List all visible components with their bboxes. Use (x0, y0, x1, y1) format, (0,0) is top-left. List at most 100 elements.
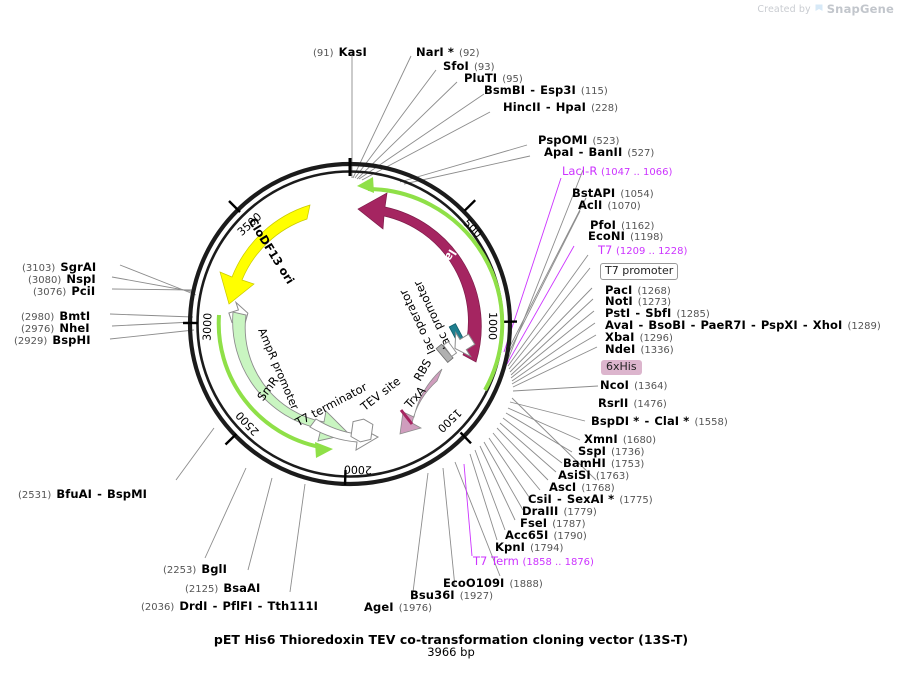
label-laci-r-pos: (1047 .. 1066) (600, 167, 673, 178)
label-hpai-enzyme: HpaI (555, 100, 586, 114)
label-pcii-pos: (3076) (33, 287, 67, 298)
label-pspxi-enzyme: PspXI (760, 318, 798, 332)
label-nspi-pos: (3080) (28, 275, 62, 286)
label-drdi-dash-1: - (212, 599, 218, 613)
label-agei-enzyme: AgeI (364, 600, 394, 614)
label-bsaai-pos: (2125) (185, 584, 219, 595)
label-pspomi-enzyme: PspOMI (538, 133, 588, 147)
label-noti-pos: (1273) (637, 297, 672, 308)
label-psti-pos: (1285) (676, 309, 710, 320)
label-xmni-pos: (1680) (622, 435, 657, 446)
label-noti-enzyme: NotI (605, 294, 633, 308)
label-pcii: (3076) PciI (33, 282, 95, 298)
label-fsei-enzyme: FseI (520, 516, 548, 530)
label-sgrai-pos: (3103) (22, 263, 56, 274)
label-bmti-enzyme: BmtI (59, 309, 91, 323)
label-paer7i-enzyme: PaeR7I (700, 318, 746, 332)
label-asci-pos: (1768) (581, 483, 615, 494)
label-bamhi-pos: (1753) (611, 459, 645, 470)
label-bfuai-dash: - (97, 487, 102, 501)
label-nhei: (2976) NheI (21, 319, 90, 335)
label-rsrii-enzyme: RsrII (598, 396, 629, 410)
label-sgrai: (3103) SgrAI (22, 258, 96, 274)
label-econi-enzyme: EcoNI (588, 229, 625, 243)
label-pfoi: PfoI (1162) (590, 216, 654, 232)
label-psti: PstI - SbfI (1285) (605, 304, 710, 320)
label-fsei-pos: (1787) (552, 519, 586, 530)
label-asci: AscI (1768) (549, 478, 615, 494)
label-bspdi-enzyme: BspDI * (591, 414, 640, 428)
label-psti-dash: - (635, 306, 641, 320)
label-ndei-enzyme: NdeI (605, 342, 636, 356)
label-csii-enzyme: CsiI (528, 492, 552, 506)
label-kpni-enzyme: KpnI (495, 540, 526, 554)
label-sexai-enzyme: SexAI * (566, 492, 615, 506)
label-nari: NarI * (92) (416, 43, 480, 59)
label-t7-name: T7 (598, 243, 613, 257)
label-ndei: NdeI (1336) (605, 340, 674, 356)
label-bgli: (2253) BglI (163, 560, 227, 576)
label-nhei-enzyme: NheI (59, 321, 90, 335)
label-agei: AgeI (1976) (364, 598, 432, 614)
label-xhoi-enzyme: XhoI (812, 318, 843, 332)
feature-clodf13-ori: CloDF13 ori (219, 204, 311, 305)
label-nari-pos: (92) (459, 48, 480, 59)
label-rsrii-pos: (1476) (633, 399, 667, 410)
feature-label-trxa: TrxA (401, 383, 429, 411)
label-econi-pos: (1198) (630, 232, 664, 243)
label-aclii-enzyme: AclI (578, 198, 603, 212)
label-agei-pos: (1976) (398, 603, 432, 614)
label-bgli-enzyme: BglI (201, 562, 227, 576)
label-drdi-dash-2: - (257, 599, 263, 613)
label-draiii: DraIII (1779) (522, 502, 597, 518)
label-hincii-dash: - (545, 100, 551, 114)
label-sspi-enzyme: SspI (578, 444, 607, 458)
label-avai-enzyme: AvaI (605, 318, 634, 332)
label-xbai: XbaI (1296) (605, 328, 673, 344)
label-sspi: SspI (1736) (578, 442, 644, 458)
label-paci: PacI (1268) (605, 281, 671, 297)
label-sfoi-pos: (93) (473, 62, 495, 73)
label-asisi-enzyme: AsiSI (558, 468, 591, 482)
label-xmni: XmnI (1680) (584, 430, 656, 446)
label-apai-pos: (527) (627, 148, 655, 159)
label-bsmbi-enzyme: BsmBI (484, 83, 526, 97)
label-xbai-enzyme: XbaI (605, 330, 635, 344)
label-apai-dash: - (578, 145, 584, 159)
label-t7-term: T7 Term (1858 .. 1876) (473, 555, 594, 568)
label-pflfi-enzyme: PflFI (222, 599, 253, 613)
label-bsmbi: BsmBI - Esp3I (115) (484, 81, 608, 97)
label-ecoo109i-pos: (1888) (509, 579, 543, 590)
label-bsphi: (2929) BspHI (14, 331, 91, 347)
label-bsphi-enzyme: BspHI (52, 333, 91, 347)
label-ncoi-enzyme: NcoI (600, 378, 630, 392)
label-avai-pos: (1289) (847, 321, 881, 332)
label-pfoi-pos: (1162) (621, 221, 655, 232)
label-kpni-pos: (1794) (530, 543, 564, 554)
label-asisi-pos: (1763) (595, 471, 630, 482)
label-t7-promoter-box: T7 promoter (600, 263, 679, 280)
label-xbai-pos: (1296) (639, 333, 673, 344)
label-paci-enzyme: PacI (605, 283, 633, 297)
plasmid-length: 3966 bp (427, 645, 475, 659)
label-esp3i-enzyme: Esp3I (540, 83, 576, 97)
watermark-prefix: Created by (757, 3, 811, 15)
label-6xhis: 6xHis (601, 357, 642, 375)
feature-lac-operator-box (442, 340, 458, 358)
label-bspdi-dash: - (644, 414, 650, 428)
label-bmti: (2980) BmtI (21, 307, 90, 323)
tick-label-1000: 1000 (486, 312, 499, 340)
label-bsobi-enzyme: BsoBI (648, 318, 686, 332)
label-ecoo109i-enzyme: EcoO109I (443, 576, 505, 590)
label-acc65i: Acc65I (1790) (505, 526, 587, 542)
label-bsmbi-dash: - (530, 83, 536, 97)
label-bstapi-pos: (1054) (620, 189, 654, 200)
label-psti-enzyme: PstI (605, 306, 631, 320)
label-6xhis-box: 6xHis (601, 360, 642, 375)
label-bamhi: BamHI (1753) (563, 454, 644, 470)
label-hincii: HincII - HpaI (228) (503, 98, 618, 114)
label-avai-dash-2: - (690, 318, 696, 332)
label-draiii-enzyme: DraIII (522, 504, 559, 518)
label-noti: NotI (1273) (605, 292, 671, 308)
